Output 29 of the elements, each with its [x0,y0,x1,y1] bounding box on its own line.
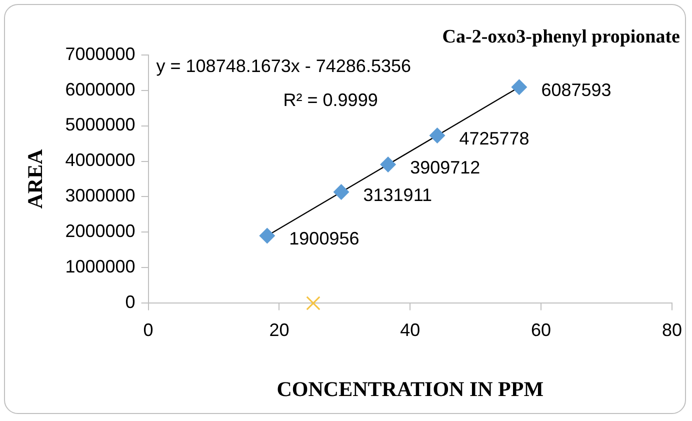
x-tick-label: 60 [531,320,552,340]
chart-title: Ca-2-oxo3-phenyl propionate [442,26,680,48]
data-label: 6087593 [541,80,612,100]
y-tick-label: 0 [125,292,136,312]
y-tick-label: 2000000 [65,221,136,242]
data-label: 3131911 [363,185,432,206]
point [259,228,276,244]
data-label: 4725778 [459,128,530,148]
y-tick-label: 5000000 [65,114,136,135]
point [333,184,350,200]
annotation: y = 108748.1673x - 74286.5356 [156,56,411,76]
x-tick-label: 20 [269,320,290,340]
y-tick-label: 6000000 [65,79,136,100]
y-tick-label: 7000000 [65,44,136,64]
point [511,79,528,96]
point [306,296,320,310]
x-tick-label: 80 [662,320,682,340]
x-tick-label: 0 [143,320,154,340]
x-axis-title: CONCENTRATION IN PPM [276,376,544,401]
y-tick-label: 1000000 [65,256,136,277]
data-label: 1900956 [289,228,360,249]
point [380,156,396,172]
y-tick-label: 4000000 [65,150,136,170]
annotation: R² = 0.9999 [283,90,378,110]
point [429,128,446,144]
data-label: 3909712 [410,157,480,178]
x-tick-label: 40 [400,320,420,340]
y-axis-title: AREA [23,148,48,209]
y-tick-label: 3000000 [65,186,136,206]
